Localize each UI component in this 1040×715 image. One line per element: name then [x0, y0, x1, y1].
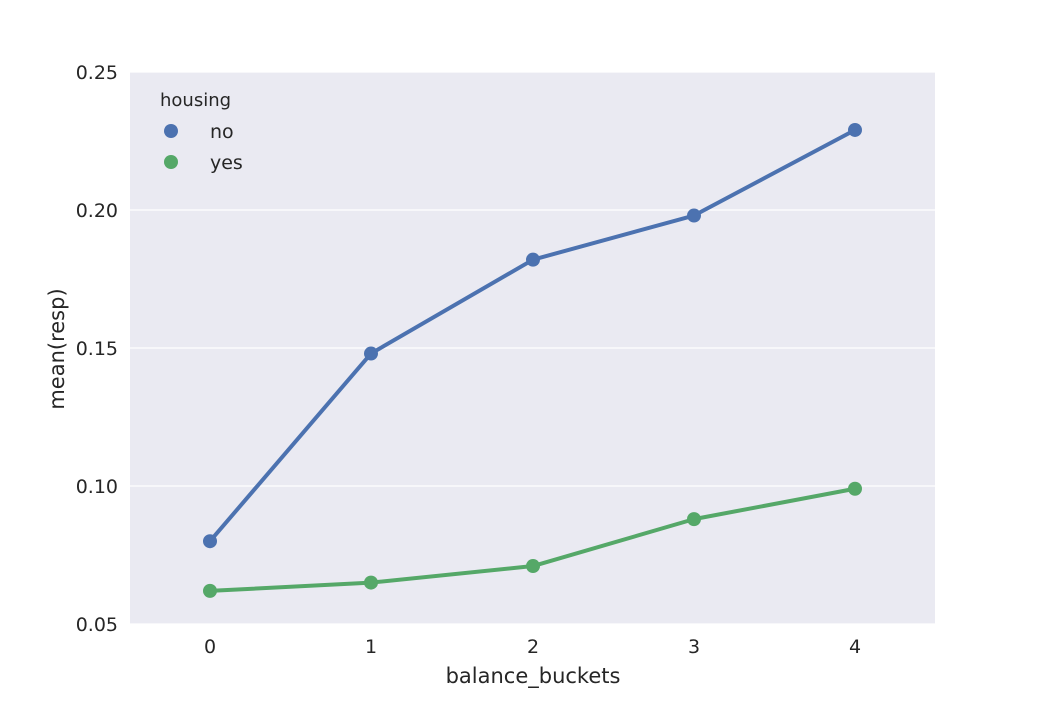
y-tick-label: 0.15 — [76, 338, 118, 360]
data-point-yes — [526, 559, 540, 574]
y-tick-label: 0.25 — [76, 62, 118, 84]
x-tick-labels: 0 1 2 3 4 — [204, 636, 861, 658]
y-tick-label: 0.20 — [76, 200, 118, 222]
x-tick-label: 4 — [849, 636, 861, 658]
data-point-no — [203, 534, 217, 549]
legend-items: no yes — [164, 121, 243, 174]
x-tick-label: 2 — [527, 636, 539, 658]
y-tick-labels: 0.05 0.10 0.15 0.20 0.25 — [76, 62, 118, 636]
data-point-yes — [203, 583, 217, 598]
legend-marker-yes — [164, 155, 178, 169]
x-tick-label: 3 — [688, 636, 700, 658]
x-tick-label: 1 — [365, 636, 377, 658]
x-axis-label: balance_buckets — [446, 664, 621, 689]
data-point-no — [687, 208, 701, 223]
x-tick-label: 0 — [204, 636, 216, 658]
data-point-no — [848, 122, 862, 137]
legend-title: housing — [160, 90, 231, 111]
legend-label-no: no — [210, 121, 234, 143]
y-tick-label: 0.05 — [76, 614, 118, 636]
legend: housing no yes — [160, 90, 243, 174]
legend-marker-no — [164, 124, 178, 138]
legend-label-yes: yes — [210, 152, 243, 174]
data-point-yes — [848, 481, 862, 496]
y-tick-label: 0.10 — [76, 476, 118, 498]
data-point-no — [364, 346, 378, 361]
data-point-yes — [687, 512, 701, 527]
y-axis-label: mean(resp) — [45, 288, 69, 409]
data-point-yes — [364, 575, 378, 590]
grid-lines — [130, 71, 935, 625]
data-point-no — [526, 252, 540, 267]
series-layer — [203, 122, 862, 598]
